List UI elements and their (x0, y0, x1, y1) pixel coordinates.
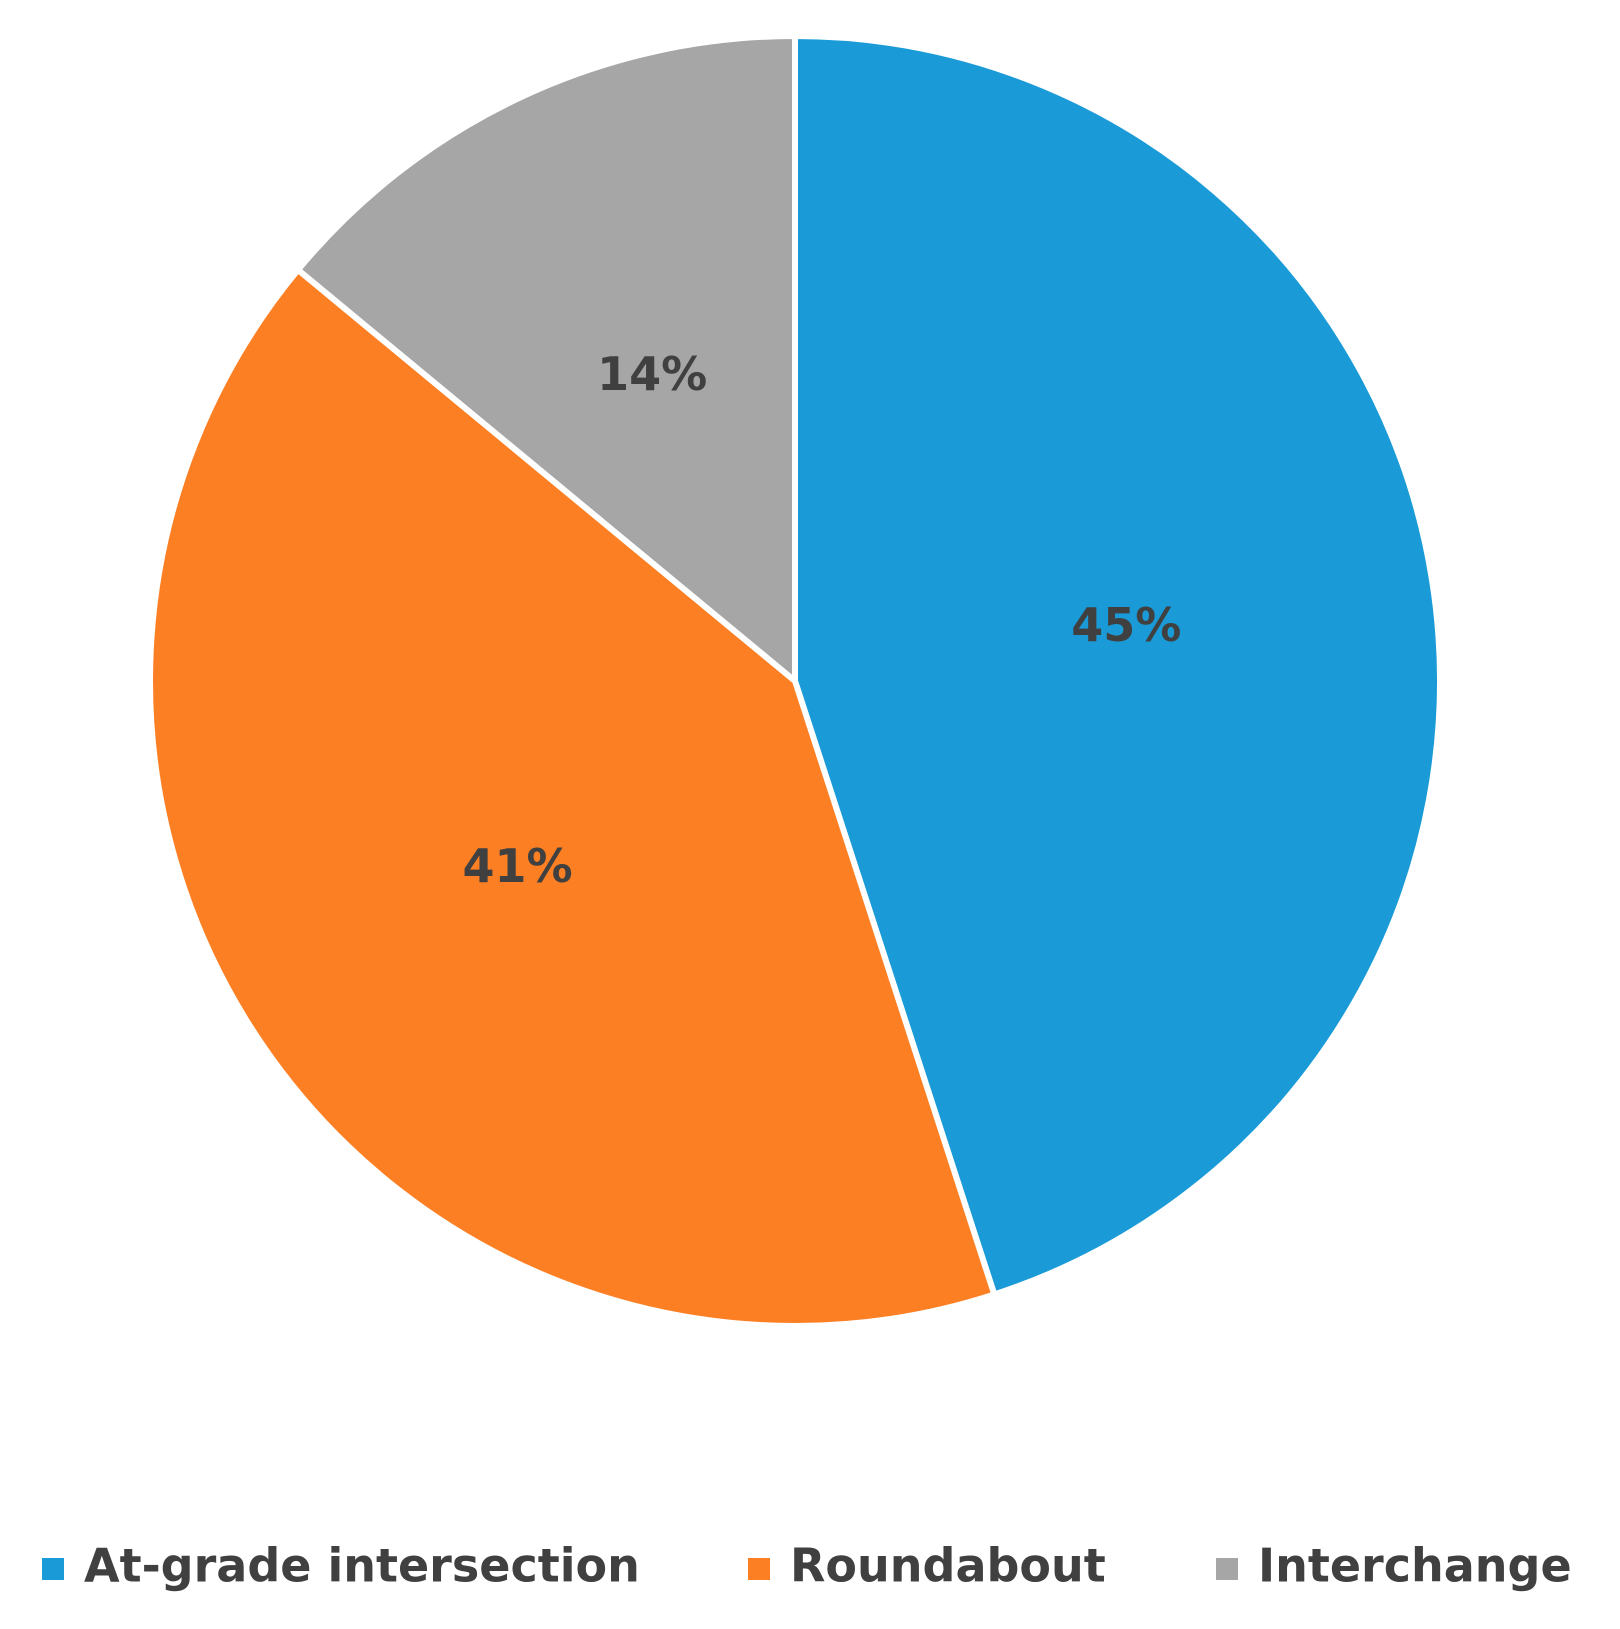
value-label: 45% (1071, 598, 1181, 652)
legend-swatch (1216, 1558, 1238, 1580)
pie-slice (147, 266, 998, 1329)
legend-label: Roundabout (790, 1539, 1106, 1593)
legend-swatch (748, 1558, 770, 1580)
legend-label: At-grade intersection (84, 1539, 640, 1593)
legend-swatch (42, 1558, 64, 1580)
pie-slice (792, 33, 1443, 1298)
legend-label: Interchange (1258, 1539, 1572, 1593)
value-label: 14% (597, 347, 707, 401)
value-label: 41% (463, 839, 573, 893)
pie-slice (295, 33, 798, 684)
